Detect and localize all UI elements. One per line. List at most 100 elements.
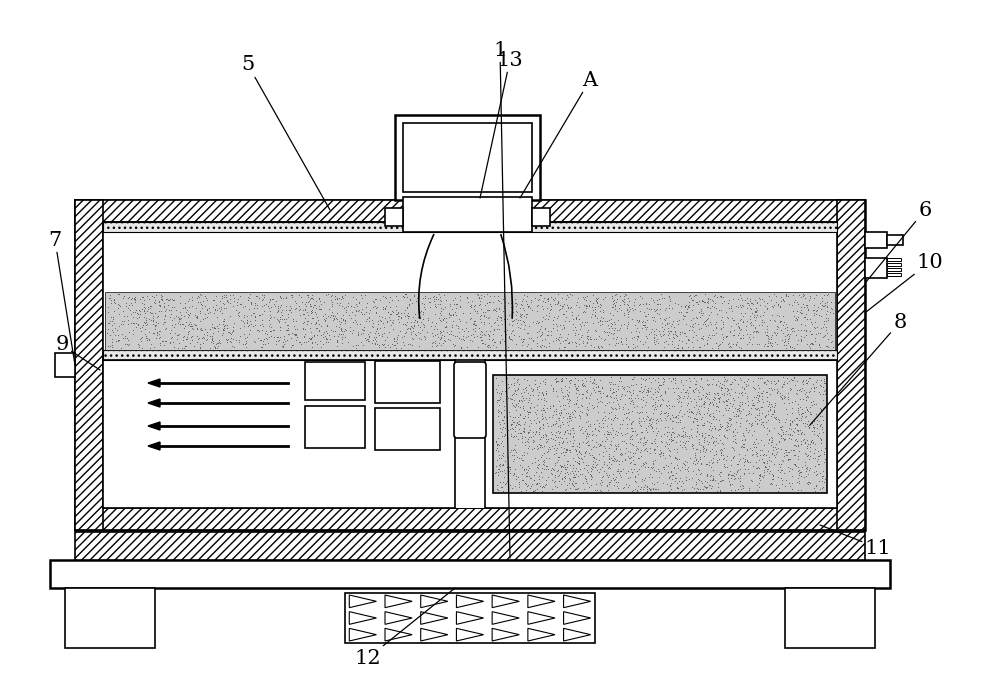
Point: [319, 334, 335, 345]
Point: [455, 307, 471, 318]
Point: [409, 316, 425, 327]
Point: [590, 424, 606, 435]
Point: [814, 475, 830, 486]
Point: [667, 472, 683, 483]
Point: [115, 292, 131, 303]
Point: [661, 318, 677, 329]
Point: [384, 305, 400, 316]
Point: [575, 335, 591, 346]
Point: [670, 318, 686, 330]
Point: [207, 342, 223, 353]
Point: [770, 428, 786, 439]
Point: [749, 304, 765, 316]
Point: [785, 322, 801, 333]
Point: [605, 298, 621, 309]
Point: [819, 341, 835, 352]
Point: [760, 463, 776, 475]
Point: [702, 293, 718, 304]
Point: [721, 468, 737, 480]
Point: [382, 291, 398, 302]
Point: [525, 434, 541, 445]
Point: [643, 484, 659, 495]
Point: [132, 333, 148, 344]
Point: [710, 424, 726, 435]
Point: [116, 311, 132, 322]
Point: [674, 410, 690, 421]
Point: [745, 438, 761, 449]
Point: [604, 293, 620, 304]
Point: [534, 335, 550, 346]
Point: [402, 323, 418, 334]
Point: [532, 323, 548, 335]
Point: [649, 304, 665, 315]
Point: [349, 301, 365, 312]
Point: [211, 302, 227, 314]
Point: [715, 322, 731, 333]
Point: [784, 341, 800, 352]
Point: [322, 333, 338, 344]
Point: [554, 373, 570, 384]
Point: [181, 326, 197, 337]
Point: [526, 414, 542, 426]
Point: [678, 300, 694, 311]
Point: [389, 331, 405, 342]
Point: [708, 328, 724, 339]
Point: [661, 300, 677, 311]
Point: [282, 300, 298, 312]
Point: [479, 288, 495, 300]
Point: [781, 422, 797, 433]
Point: [705, 413, 721, 424]
Point: [712, 444, 728, 455]
Point: [521, 379, 537, 391]
Point: [762, 389, 778, 400]
Point: [777, 416, 793, 428]
Point: [571, 447, 587, 458]
Point: [736, 376, 752, 387]
Point: [211, 335, 227, 346]
Point: [246, 302, 262, 313]
Point: [348, 305, 364, 316]
Point: [505, 423, 521, 434]
Point: [767, 442, 783, 453]
Point: [433, 315, 449, 326]
Point: [642, 484, 658, 496]
Point: [702, 408, 718, 419]
Point: [763, 477, 779, 489]
Point: [195, 331, 211, 342]
Point: [487, 467, 503, 478]
Point: [473, 326, 489, 337]
Point: [711, 424, 727, 435]
Point: [687, 452, 703, 463]
Point: [625, 396, 641, 407]
Point: [516, 386, 532, 397]
Point: [309, 329, 325, 340]
Point: [589, 465, 605, 476]
Point: [534, 339, 550, 350]
Point: [695, 419, 711, 430]
Point: [708, 323, 724, 334]
Point: [516, 333, 532, 344]
Point: [556, 342, 572, 353]
Point: [578, 391, 594, 402]
Point: [575, 389, 591, 400]
Point: [134, 342, 150, 354]
Point: [619, 428, 635, 439]
Point: [552, 337, 568, 349]
Point: [272, 314, 288, 325]
Point: [708, 448, 724, 459]
Point: [758, 379, 774, 390]
Point: [695, 440, 711, 452]
Point: [658, 335, 674, 346]
Point: [535, 295, 551, 307]
Point: [432, 333, 448, 344]
Point: [603, 453, 619, 464]
Point: [219, 295, 235, 307]
Point: [515, 293, 531, 304]
Point: [167, 328, 183, 339]
Point: [719, 419, 735, 430]
Point: [592, 302, 608, 313]
Point: [739, 414, 755, 426]
Point: [612, 372, 628, 383]
Point: [776, 393, 792, 404]
Point: [562, 412, 578, 423]
